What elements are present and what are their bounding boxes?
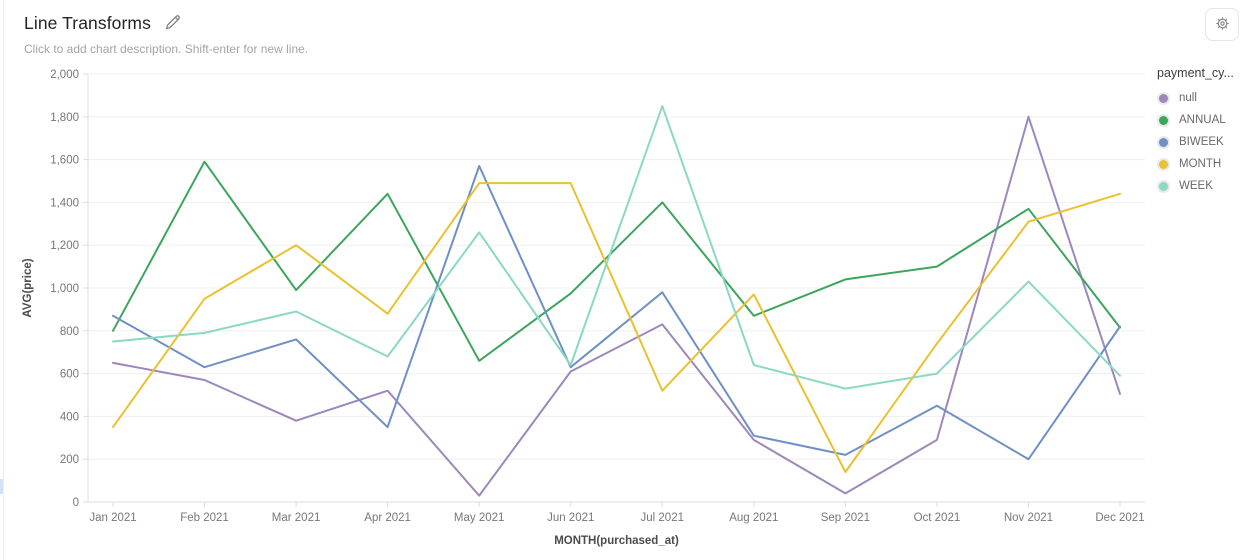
chart-legend: payment_cy... null ANNUAL BIWEEK MONTH WEEK — [1157, 66, 1249, 197]
legend-item-MONTH[interactable]: MONTH — [1157, 153, 1249, 175]
legend-item-ANNUAL[interactable]: ANNUAL — [1157, 109, 1249, 131]
svg-text:Oct 2021: Oct 2021 — [914, 512, 961, 524]
legend-swatch-icon — [1157, 179, 1170, 193]
chart-header: Line Transforms Click to add chart descr… — [24, 8, 1239, 56]
svg-text:Apr 2021: Apr 2021 — [364, 512, 411, 524]
svg-text:2,000: 2,000 — [50, 69, 79, 81]
svg-text:1,400: 1,400 — [50, 197, 79, 209]
legend-item-label: MONTH — [1179, 158, 1222, 170]
svg-text:Dec 2021: Dec 2021 — [1095, 512, 1144, 524]
legend-items: null ANNUAL BIWEEK MONTH WEEK — [1157, 87, 1249, 197]
svg-text:Mar 2021: Mar 2021 — [272, 512, 321, 524]
legend-swatch-icon — [1157, 135, 1170, 149]
svg-text:1,200: 1,200 — [50, 240, 79, 252]
svg-text:Jul 2021: Jul 2021 — [641, 512, 684, 524]
legend-item-BIWEEK[interactable]: BIWEEK — [1157, 131, 1249, 153]
svg-text:Feb 2021: Feb 2021 — [180, 512, 229, 524]
page-title[interactable]: Line Transforms — [24, 13, 151, 33]
svg-text:Jan 2021: Jan 2021 — [89, 512, 136, 524]
svg-text:1,000: 1,000 — [50, 283, 79, 295]
chart-settings-button[interactable] — [1205, 8, 1239, 41]
svg-text:1,800: 1,800 — [50, 112, 79, 124]
pencil-icon — [165, 14, 181, 33]
svg-text:1,600: 1,600 — [50, 155, 79, 167]
svg-text:Jun 2021: Jun 2021 — [547, 512, 594, 524]
panel-left-border — [3, 0, 4, 560]
svg-text:200: 200 — [60, 454, 79, 466]
legend-swatch-icon — [1157, 91, 1170, 105]
svg-text:600: 600 — [60, 369, 79, 381]
legend-swatch-icon — [1157, 157, 1170, 171]
svg-text:Nov 2021: Nov 2021 — [1004, 512, 1053, 524]
svg-text:MONTH(purchased_at): MONTH(purchased_at) — [554, 535, 679, 547]
svg-text:Aug 2021: Aug 2021 — [729, 512, 778, 524]
svg-text:0: 0 — [73, 497, 79, 509]
legend-title: payment_cy... — [1157, 66, 1234, 80]
legend-item-label: BIWEEK — [1179, 136, 1224, 148]
edge-scrollbar-fragment[interactable] — [0, 479, 3, 494]
legend-item-label: null — [1179, 92, 1197, 104]
gear-icon — [1214, 15, 1231, 35]
legend-item-label: ANNUAL — [1179, 114, 1226, 126]
svg-text:May 2021: May 2021 — [454, 512, 505, 524]
svg-text:Sep 2021: Sep 2021 — [821, 512, 870, 524]
legend-item-null[interactable]: null — [1157, 87, 1249, 109]
legend-item-WEEK[interactable]: WEEK — [1157, 175, 1249, 197]
edit-title-button[interactable] — [163, 12, 183, 35]
legend-swatch-icon — [1157, 113, 1170, 127]
svg-text:400: 400 — [60, 411, 79, 423]
svg-text:800: 800 — [60, 326, 79, 338]
chart-description-placeholder[interactable]: Click to add chart description. Shift-en… — [24, 42, 309, 56]
svg-text:AVG(price): AVG(price) — [22, 258, 34, 317]
legend-item-label: WEEK — [1179, 180, 1213, 192]
